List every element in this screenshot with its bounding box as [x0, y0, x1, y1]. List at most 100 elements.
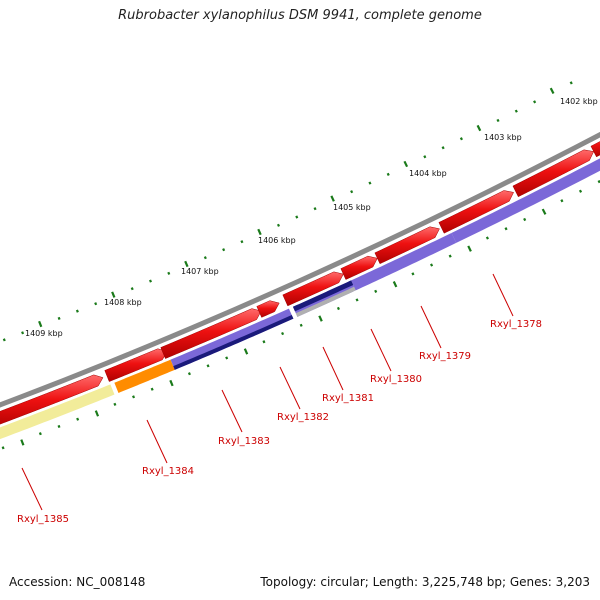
inner-scale-tick [38, 432, 42, 436]
inner-scale-tick [578, 189, 583, 193]
inner-scale-tick [20, 439, 25, 446]
gene-leader-line [21, 467, 43, 511]
inner-scale-tick [169, 379, 174, 387]
scale-tick [111, 291, 116, 298]
scale-tick [130, 287, 134, 291]
scale-tick [184, 260, 189, 268]
inner-scale-tick [411, 272, 415, 276]
accession-text: Accession: NC_008148 [9, 575, 146, 589]
scale-tick [313, 207, 317, 211]
kbp-label: 1402 kbp [560, 97, 598, 106]
forward-cds-arrow [256, 300, 280, 318]
inner-scale-tick [243, 348, 249, 355]
scale-tick [94, 302, 98, 306]
gene-label: Rxyl_1381 [322, 393, 374, 404]
inner-scale-tick [225, 356, 229, 360]
reverse-cds-band [0, 384, 115, 440]
inner-scale-tick [448, 254, 452, 258]
gene-label: Rxyl_1378 [490, 319, 542, 330]
scale-tick [21, 331, 25, 335]
inner-scale-tick [318, 315, 323, 322]
kbp-label: 1406 kbp [258, 236, 296, 245]
reverse-cds-stripe [173, 314, 294, 370]
forward-cds-arrow [512, 149, 595, 198]
scale-tick [257, 228, 262, 236]
scale-tick [222, 248, 226, 252]
scale-tick [57, 316, 61, 320]
scale-tick [476, 124, 482, 132]
backbone-line [0, 131, 600, 408]
scale-tick [203, 256, 207, 260]
reverse-cds-band [114, 359, 175, 393]
kbp-label: 1407 kbp [181, 267, 219, 276]
forward-cds-arrow [282, 271, 344, 307]
forward-cds-arrow [374, 226, 440, 265]
gene-leader-line [492, 273, 514, 317]
scale-tick [330, 195, 335, 202]
scale-tick [423, 155, 427, 159]
topology-text: Topology: circular; Length: 3,225,748 bp… [260, 575, 590, 589]
scale-tick [240, 240, 244, 244]
scale-tick [350, 190, 354, 194]
gene-label: Rxyl_1379 [419, 351, 471, 362]
gene-label: Rxyl_1384 [142, 466, 194, 477]
inner-scale-tick [485, 236, 489, 240]
forward-cds-arrow [438, 190, 514, 234]
inner-scale-tick [281, 331, 285, 336]
inner-scale-tick [113, 402, 117, 406]
inner-scale-tick [57, 424, 61, 429]
scale-tick [459, 137, 463, 141]
gene-leader-line [370, 328, 392, 372]
scale-tick [549, 87, 555, 95]
scale-tick [167, 271, 171, 275]
inner-scale-tick [392, 281, 398, 288]
scale-tick [403, 160, 409, 168]
gene-label: Rxyl_1385 [17, 514, 69, 525]
scale-tick [2, 338, 6, 342]
reverse-strand-features [0, 158, 600, 440]
inner-scale-tick [299, 323, 303, 327]
forward-cds-arrow [590, 141, 600, 158]
kbp-label: 1409 kbp [25, 329, 63, 338]
inner-scale-tick [523, 217, 527, 222]
inner-scale-tick [1, 446, 5, 450]
gene-label: Rxyl_1380 [370, 374, 422, 385]
forward-cds-arrow [340, 255, 378, 280]
scale-tick [569, 81, 573, 85]
inner-scale-tick [430, 263, 434, 267]
gene-leader-line [221, 389, 243, 433]
forward-cds-arrow [160, 308, 262, 359]
reverse-cds-stripe [295, 286, 356, 317]
inner-scale-tick [374, 289, 378, 293]
gene-label: Rxyl_1382 [277, 412, 329, 423]
kbp-label: 1403 kbp [484, 133, 522, 142]
scale-tick [75, 309, 79, 313]
inner-scale-tick [541, 208, 547, 215]
scale-tick [368, 181, 372, 185]
gene-leader-line [146, 419, 168, 464]
inner-scale-tick [94, 410, 100, 417]
scale-tick [276, 223, 281, 227]
gene-label: Rxyl_1383 [218, 436, 270, 447]
inner-scale-tick [467, 245, 472, 252]
inner-scale-tick [187, 372, 191, 376]
gene-labels: Rxyl_1378 Rxyl_1379 Rxyl_1380 Rxyl_1381 Rxyl… [17, 273, 542, 525]
scale-tick [533, 100, 537, 104]
inner-scale-tick [132, 395, 136, 399]
inner-scale-tick [76, 417, 80, 421]
scale-tick [38, 320, 43, 328]
scale-tick [386, 172, 390, 176]
genome-backbone [0, 131, 600, 408]
inner-scale-tick [504, 227, 508, 231]
inner-scale-tick [355, 298, 359, 302]
gene-leader-line [322, 346, 344, 391]
scale-tick [496, 118, 500, 123]
kbp-label: 1408 kbp [104, 298, 142, 307]
kbp-ticks [1, 81, 600, 450]
inner-scale-tick [206, 364, 210, 368]
scale-tick [441, 146, 445, 150]
inner-scale-tick [336, 306, 340, 311]
reverse-cds-band [351, 233, 457, 291]
forward-strand-features [0, 141, 600, 425]
